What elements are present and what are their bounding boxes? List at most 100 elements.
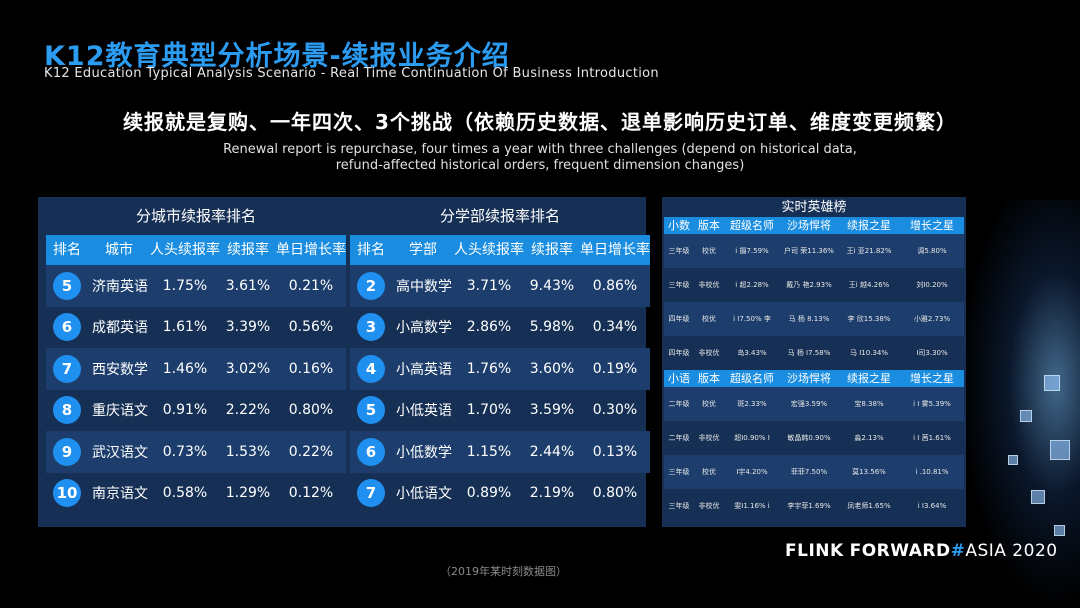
table-cell: 西安数学 [92, 361, 148, 378]
rank-badge: 10 [53, 479, 81, 508]
hero-cell: 刘Ⅰ0.20% [916, 281, 948, 289]
hero-cell: 马 杨 8.13% [788, 315, 830, 323]
table-cell: 重庆语文 [92, 403, 148, 420]
column-header: 增长之星 [910, 219, 954, 232]
hero-cell: 宝8.38% [854, 400, 884, 408]
hero-row: 三年级 非校优 ⅰ 超2.28% 戴乃 艳2.93% 王ⅰ 越4.26% 刘Ⅰ0… [664, 268, 964, 302]
hero-cell: ⅰ Ⅰ 雾5.39% [913, 400, 951, 408]
hero-row: 四年级 非校优 岛3.43% 马 杨 Ⅰ7.58% 马 Ⅰ10.34% Ⅰ司3.… [664, 336, 964, 370]
rank-badge: 9 [53, 437, 81, 466]
hero-cell: ⅰ 超2.28% [735, 281, 769, 289]
table-cell: 0.73% [162, 443, 208, 460]
hero-cell: 三年级 [668, 468, 690, 476]
table-cell: 1.61% [162, 319, 208, 336]
rank-badge: 5 [53, 271, 81, 300]
hero-cell: 校优 [702, 400, 716, 408]
table-cell: 0.30% [592, 402, 638, 419]
hero-row: 四年级 校优 ⅰ Ⅰ7.50% 李 马 杨 8.13% 李 欣15.38% 小雅… [664, 302, 964, 336]
table-row: 5 济南英语 1.75% 3.61% 0.21% [46, 265, 346, 307]
table-cell: 小高数学 [396, 320, 452, 337]
hero-cell: 斑2.33% [737, 400, 767, 408]
table-cell: 0.16% [288, 360, 334, 377]
table-cell: 高中数学 [396, 278, 452, 295]
city-ranking-title: 分城市续报率排名 [135, 207, 256, 225]
brand-forward: FORWARD [849, 541, 951, 561]
table-row: 7 西安数学 1.46% 3.02% 0.16% [46, 348, 346, 390]
column-header-headcount-rate: 人头续报率 [150, 242, 220, 258]
table-row: 3 小高数学 2.86% 5.98% 0.34% [350, 307, 650, 349]
hero-cell: 马 杨 Ⅰ7.58% [787, 349, 831, 357]
table-cell: 1.75% [162, 277, 208, 294]
hero-cell: 校优 [702, 315, 716, 323]
hero-cell: 李宇菲1.69% [787, 502, 831, 510]
column-header: 版本 [698, 372, 720, 385]
table-row: 8 重庆语文 0.91% 2.22% 0.80% [46, 390, 346, 432]
table-cell: 1.15% [466, 443, 512, 460]
hero-cell: 四年级 [668, 315, 690, 323]
footnote: （2019年某时刻数据图） [440, 565, 567, 578]
hero-cell: 超Ⅰ0.90% Ⅰ [734, 434, 770, 442]
column-header: 沙场悍将 [787, 219, 831, 232]
hero-cell: 李 欣15.38% [847, 315, 891, 323]
table-cell: 0.21% [288, 277, 334, 294]
hero-cell: 宏强3.59% [790, 400, 828, 408]
column-header-rank: 排名 [357, 242, 385, 258]
dept-ranking-header: 排名 学部 人头续报率 续报率 单日增长率 [350, 235, 650, 265]
hero-cell: 淼2.13% [854, 434, 884, 442]
table-cell: 2.44% [529, 443, 575, 460]
hero-cell: Ⅰ司3.30% [916, 349, 948, 357]
brand-hash: # [950, 541, 966, 561]
hero-cell: ⅰ 摄7.59% [735, 247, 769, 255]
column-header-renewal-rate: 续报率 [227, 242, 269, 258]
hero-cell: 非校优 [698, 281, 720, 289]
table-row: 2 高中数学 3.71% 9.43% 0.86% [350, 265, 650, 307]
hero-cell: 校优 [702, 247, 716, 255]
table-cell: 5.98% [529, 319, 575, 336]
table-cell: 小高英语 [396, 361, 452, 378]
hero-cell: 王ⅰ 亚21.82% [846, 247, 892, 255]
city-ranking-header: 排名 城市 人头续报率 续报率 单日增长率 [46, 235, 346, 265]
column-header-renewal-rate: 续报率 [531, 242, 573, 258]
table-cell: 3.71% [466, 277, 512, 294]
table-cell: 南京语文 [92, 486, 148, 503]
column-header: 小数 [668, 219, 690, 232]
page-title: K12教育典型分析场景-续报业务介绍 [44, 41, 510, 72]
hero-cell: 校优 [702, 468, 716, 476]
column-header-daily-growth: 单日增长率 [580, 242, 650, 258]
hero-cell: 莫13.56% [852, 468, 886, 476]
rank-badge: 6 [357, 437, 385, 466]
hero-cell: 非校优 [698, 349, 720, 357]
hero-row: 三年级 校优 ⅰ 摄7.59% 户司 荣11.36% 王ⅰ 亚21.82% 调5… [664, 234, 964, 268]
column-header: 沙场悍将 [787, 372, 831, 385]
column-header-headcount-rate: 人头续报率 [454, 242, 524, 258]
table-row: 9 武汉语文 0.73% 1.53% 0.22% [46, 431, 346, 473]
column-header-daily-growth: 单日增长率 [276, 242, 346, 258]
table-cell: 2.86% [466, 319, 512, 336]
decorative-glow [960, 200, 1080, 608]
ranking-panel: 分城市续报率排名 排名 城市 人头续报率 续报率 单日增长率 5 济南英语 1.… [38, 197, 650, 527]
hero-board-title: 实时英雄榜 [781, 200, 847, 215]
rank-badge: 2 [357, 271, 385, 300]
table-cell: 0.80% [592, 485, 638, 502]
table-cell: 小低英语 [396, 403, 452, 420]
brand-asia: ASIA 2020 [965, 541, 1058, 561]
hero-cell: ⅰ Ⅰ 茜1.61% [913, 434, 951, 442]
hero-cell: 三年级 [668, 502, 690, 510]
brand-flink: FLINK [785, 541, 844, 561]
hero-cell: 调5.80% [917, 247, 947, 255]
hero-section1-header: 小数 版本 超级名师 沙场悍将 续报之星 增长之星 [664, 217, 964, 234]
rank-badge: 6 [53, 313, 81, 342]
table-cell: 9.43% [529, 277, 575, 294]
hero-cell: 二年级 [668, 434, 690, 442]
hero-cell: 二年级 [668, 400, 690, 408]
hero-cell: 四年级 [668, 349, 690, 357]
rank-badge: 7 [357, 479, 385, 508]
table-cell: 成都英语 [92, 320, 148, 337]
table-cell: 0.91% [162, 402, 208, 419]
table-cell: 3.02% [225, 360, 271, 377]
rank-badge: 5 [357, 396, 385, 425]
table-row: 5 小低英语 1.70% 3.59% 0.30% [350, 390, 650, 432]
hero-cell: 王ⅰ 越4.26% [848, 281, 890, 289]
hero-row: 三年级 非校优 雯Ⅰ1.16% ⅰ 李宇菲1.69% 凤老师1.65% ⅰ Ⅰ3… [664, 489, 964, 523]
table-cell: 2.19% [529, 485, 575, 502]
